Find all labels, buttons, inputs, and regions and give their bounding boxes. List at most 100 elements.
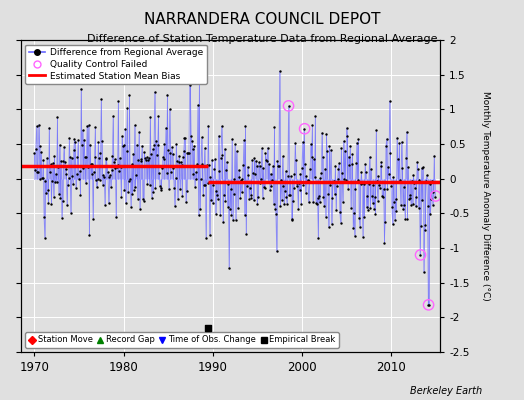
Point xyxy=(133,142,141,148)
Point xyxy=(228,136,236,142)
Point xyxy=(182,199,190,206)
Point xyxy=(145,182,154,188)
Point xyxy=(315,193,323,199)
Point xyxy=(202,234,210,241)
Point xyxy=(113,164,121,170)
Point xyxy=(49,193,58,200)
Point xyxy=(313,195,322,201)
Point xyxy=(70,147,78,153)
Point xyxy=(108,152,116,159)
Point xyxy=(381,219,389,225)
Point xyxy=(221,146,229,152)
Point xyxy=(97,96,105,102)
Point xyxy=(257,176,265,182)
Point xyxy=(251,171,259,177)
Point xyxy=(235,174,244,180)
Point xyxy=(72,185,80,192)
Point xyxy=(258,194,267,201)
Point xyxy=(416,252,424,258)
Point xyxy=(81,154,89,160)
Point xyxy=(347,204,355,211)
Point xyxy=(324,224,333,230)
Point xyxy=(101,202,109,208)
Point xyxy=(122,148,130,154)
Point xyxy=(413,159,421,166)
Point xyxy=(209,182,217,188)
Point xyxy=(171,203,179,209)
Point xyxy=(368,193,376,199)
Point xyxy=(429,202,437,208)
Point xyxy=(299,138,307,145)
Point xyxy=(85,232,93,238)
Point xyxy=(401,215,409,222)
Point xyxy=(162,125,170,131)
Point xyxy=(170,185,178,192)
Point xyxy=(355,215,363,222)
Point xyxy=(131,184,139,190)
Point xyxy=(43,155,51,161)
Point xyxy=(292,183,301,190)
Point xyxy=(217,123,226,130)
Point xyxy=(300,126,309,132)
Point xyxy=(121,126,129,132)
Point xyxy=(351,186,359,192)
Point xyxy=(116,155,124,162)
Point xyxy=(207,196,215,203)
Point xyxy=(57,158,66,164)
Point xyxy=(71,138,80,145)
Point xyxy=(198,134,206,141)
Point xyxy=(51,179,59,185)
Point xyxy=(248,156,256,163)
Point xyxy=(151,185,160,191)
Point xyxy=(183,150,192,156)
Point xyxy=(235,167,243,173)
Point xyxy=(205,232,214,239)
Point xyxy=(247,194,256,201)
Point xyxy=(56,195,64,202)
Point xyxy=(365,180,373,187)
Point xyxy=(173,196,182,202)
Point xyxy=(99,172,107,178)
Point xyxy=(181,135,189,142)
Point xyxy=(379,186,388,192)
Point xyxy=(292,156,300,163)
Point xyxy=(313,201,321,208)
Point xyxy=(46,169,54,175)
Point xyxy=(396,177,404,183)
Point xyxy=(135,128,144,135)
Point xyxy=(244,164,252,170)
Point xyxy=(249,197,258,204)
Point xyxy=(300,126,308,132)
Point xyxy=(296,186,304,193)
Point xyxy=(345,153,353,160)
Point xyxy=(418,165,426,171)
Point xyxy=(367,166,375,172)
Point xyxy=(328,195,336,201)
Point xyxy=(149,189,157,195)
Point xyxy=(106,172,114,178)
Point xyxy=(175,153,183,159)
Point xyxy=(58,215,66,221)
Point xyxy=(104,169,112,176)
Point xyxy=(102,156,111,162)
Point xyxy=(326,146,335,153)
Point xyxy=(348,151,357,158)
Point xyxy=(370,194,379,200)
Point xyxy=(425,181,434,187)
Point xyxy=(264,178,272,185)
Point xyxy=(294,205,302,212)
Point xyxy=(44,200,52,206)
Point xyxy=(379,194,387,200)
Point xyxy=(54,191,63,197)
Point xyxy=(86,161,95,167)
Point xyxy=(302,173,311,180)
Point xyxy=(270,124,279,130)
Point xyxy=(414,205,423,211)
Point xyxy=(395,179,403,186)
Point xyxy=(113,161,122,168)
Point xyxy=(212,210,220,217)
Point xyxy=(361,161,369,168)
Point xyxy=(280,201,288,207)
Point xyxy=(322,131,331,137)
Point xyxy=(62,171,71,177)
